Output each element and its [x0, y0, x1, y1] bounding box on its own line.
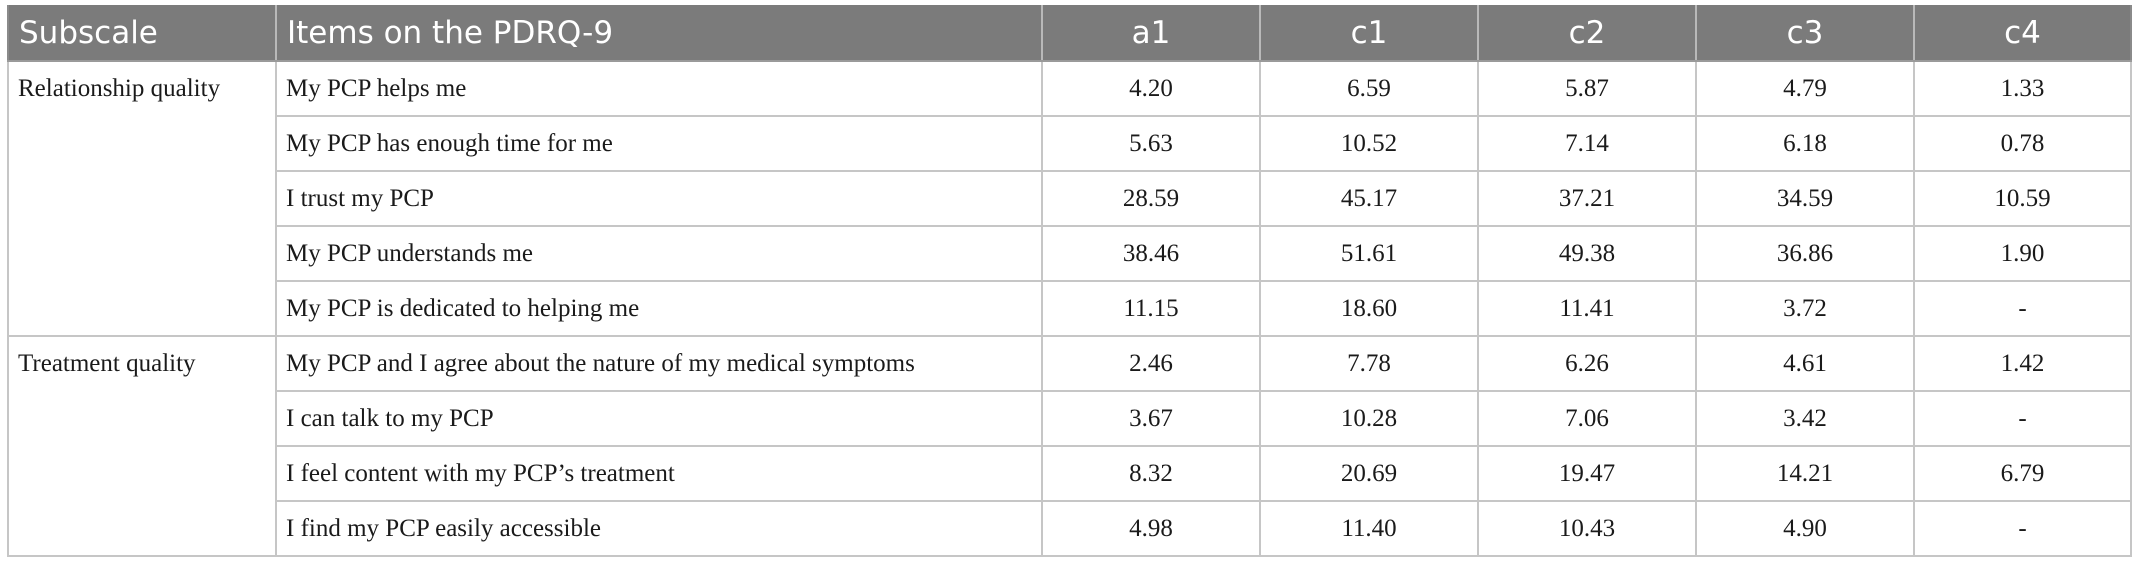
value-cell-c4: -	[1913, 500, 2132, 557]
value-cell-c4: -	[1913, 280, 2132, 337]
item-cell: My PCP and I agree about the nature of m…	[275, 335, 1043, 392]
value-cell-a1: 4.98	[1041, 500, 1261, 557]
header-a1: a1	[1042, 5, 1261, 62]
header-c1: c1	[1260, 5, 1479, 62]
header-items: Items on the PDRQ-9	[276, 5, 1043, 62]
value-cell-c2: 11.41	[1477, 280, 1697, 337]
header-row: Subscale Items on the PDRQ-9 a1 c1 c2 c3…	[8, 5, 2131, 62]
value-cell-c3: 6.18	[1695, 115, 1915, 172]
item-cell: I can talk to my PCP	[275, 390, 1043, 447]
value-cell-c3: 4.79	[1695, 60, 1915, 117]
table-body: Relationship quality My PCP helps me 4.20 6…	[7, 60, 2132, 557]
value-cell-c2: 10.43	[1477, 500, 1697, 557]
value-cell-c4: 6.79	[1913, 445, 2132, 502]
item-cell: My PCP is dedicated to helping me	[275, 280, 1043, 337]
table-header: Subscale Items on the PDRQ-9 a1 c1 c2 c3…	[8, 5, 2131, 62]
value-cell-c2: 5.87	[1477, 60, 1697, 117]
value-cell-a1: 2.46	[1041, 335, 1261, 392]
subscale-cell: Treatment quality	[7, 335, 277, 557]
table-row: I can talk to my PCP 3.67 10.28 7.06 3.42-	[8, 390, 2132, 447]
value-cell-c2: 7.06	[1477, 390, 1697, 447]
value-cell-c1: 10.52	[1259, 115, 1479, 172]
item-cell: I find my PCP easily accessible	[275, 500, 1043, 557]
pdrq-table-container: Subscale Items on the PDRQ-9 a1 c1 c2 c3…	[7, 5, 2132, 557]
value-cell-c1: 10.28	[1259, 390, 1479, 447]
header-subscale: Subscale	[8, 5, 277, 62]
value-cell-c3: 14.21	[1695, 445, 1915, 502]
value-cell-c2: 19.47	[1477, 445, 1697, 502]
value-cell-c2: 7.14	[1477, 115, 1697, 172]
header-c2: c2	[1478, 5, 1697, 62]
value-cell-c1: 6.59	[1259, 60, 1479, 117]
item-cell: I feel content with my PCP’s treatment	[275, 445, 1043, 502]
value-cell-a1: 11.15	[1041, 280, 1261, 337]
value-cell-c3: 34.59	[1695, 170, 1915, 227]
table-row: I find my PCP easily accessible 4.98 11.40…	[8, 500, 2132, 557]
table-row: I feel content with my PCP’s treatment 8.…	[8, 445, 2132, 502]
table-row: My PCP is dedicated to helping me 11.15 18…	[8, 280, 2132, 337]
table-row: My PCP has enough time for me 5.63 10.52 7.…	[8, 115, 2132, 172]
value-cell-a1: 38.46	[1041, 225, 1261, 282]
item-cell: My PCP understands me	[275, 225, 1043, 282]
value-cell-a1: 3.67	[1041, 390, 1261, 447]
table-row: My PCP understands me 38.46 51.61 49.38 36.8…	[8, 225, 2132, 282]
value-cell-c4: -	[1913, 390, 2132, 447]
value-cell-c4: 1.33	[1913, 60, 2132, 117]
value-cell-c1: 51.61	[1259, 225, 1479, 282]
value-cell-c3: 4.61	[1695, 335, 1915, 392]
value-cell-c1: 7.78	[1259, 335, 1479, 392]
header-c4: c4	[1914, 5, 2131, 62]
item-cell: My PCP helps me	[275, 60, 1043, 117]
value-cell-c3: 4.90	[1695, 500, 1915, 557]
pdrq-table: Subscale Items on the PDRQ-9 a1 c1 c2 c3…	[7, 5, 2132, 557]
value-cell-a1: 28.59	[1041, 170, 1261, 227]
value-cell-c2: 49.38	[1477, 225, 1697, 282]
header-c3: c3	[1696, 5, 1915, 62]
value-cell-a1: 8.32	[1041, 445, 1261, 502]
value-cell-c4: 10.59	[1913, 170, 2132, 227]
value-cell-c1: 45.17	[1259, 170, 1479, 227]
value-cell-a1: 4.20	[1041, 60, 1261, 117]
value-cell-c1: 18.60	[1259, 280, 1479, 337]
value-cell-c3: 3.42	[1695, 390, 1915, 447]
value-cell-c4: 1.90	[1913, 225, 2132, 282]
value-cell-c2: 37.21	[1477, 170, 1697, 227]
value-cell-a1: 5.63	[1041, 115, 1261, 172]
value-cell-c3: 36.86	[1695, 225, 1915, 282]
value-cell-c1: 11.40	[1259, 500, 1479, 557]
value-cell-c3: 3.72	[1695, 280, 1915, 337]
value-cell-c4: 0.78	[1913, 115, 2132, 172]
table-row: Treatment quality My PCP and I agree abou…	[7, 335, 2132, 557]
subscale-cell: Relationship quality	[7, 60, 277, 337]
item-cell: I trust my PCP	[275, 170, 1043, 227]
value-cell-c2: 6.26	[1477, 335, 1697, 392]
table-row: Relationship quality My PCP helps me 4.20 6…	[7, 60, 2132, 337]
value-cell-c1: 20.69	[1259, 445, 1479, 502]
item-cell: My PCP has enough time for me	[275, 115, 1043, 172]
table-row: I trust my PCP 28.59 45.17 37.21 34.59 10.59	[8, 170, 2132, 227]
value-cell-c4: 1.42	[1913, 335, 2132, 392]
